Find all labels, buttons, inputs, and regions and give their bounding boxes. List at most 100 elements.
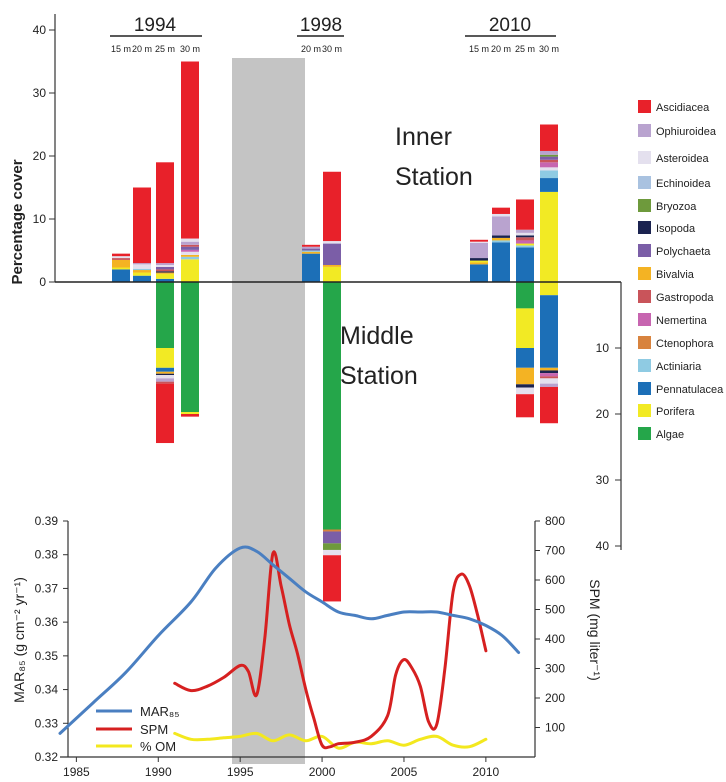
bar-segment-inner-asteroidea — [112, 256, 130, 259]
bar-segment-middle-ascidiacea — [323, 555, 341, 602]
bar-1994-20-m — [133, 187, 151, 282]
depth-label: 25 m — [515, 44, 535, 54]
bar-segment-middle-porifera — [156, 348, 174, 368]
bar-segment-inner-porifera — [323, 266, 341, 282]
bar-segment-inner-ascidiacea — [112, 253, 130, 257]
x-tick-label: 2000 — [309, 765, 336, 779]
bar-segment-inner-isopoda — [156, 271, 174, 273]
bar-segment-middle-ophiuroidea — [540, 383, 558, 387]
bar-segment-middle-ascidiacea — [540, 386, 558, 424]
series-line-mar — [58, 545, 521, 735]
legend-swatch — [638, 151, 651, 164]
legend-item-polychaeta: Polychaeta — [638, 244, 711, 258]
bar-segment-inner-ascidiacea — [540, 124, 558, 151]
middle-y-tick-label: 40 — [596, 539, 610, 553]
bar-segment-inner-bivalvia — [112, 259, 130, 268]
legend-item-pennatulacea: Pennatulacea — [638, 382, 724, 396]
bar-segment-inner-asteroidea — [492, 213, 510, 217]
bar-segment-inner-nemertina — [540, 162, 558, 168]
bar-segment-inner-bivalvia — [470, 262, 488, 265]
depth-label: 20 m — [491, 44, 511, 54]
right-y-axis-label: SPM (mg liter⁻¹) — [587, 579, 603, 681]
bar-segment-inner-actiniaria — [302, 250, 320, 252]
right-y-tick-label: 600 — [545, 573, 565, 587]
depth-label: 30 m — [322, 44, 342, 54]
bar-segment-middle-asteroidea — [156, 375, 174, 379]
shaded-period-band — [232, 58, 305, 764]
bar-segment-middle-asteroidea — [323, 549, 341, 556]
legend-label: Nemertina — [656, 315, 708, 327]
bar-segment-inner-asteroidea — [323, 241, 341, 244]
bar-segment-inner-polychaeta — [323, 243, 341, 265]
line-legend-item-spm: SPM — [96, 722, 168, 737]
bar-segment-inner-actiniaria — [133, 268, 151, 271]
bar-segment-middle-ascidiacea — [516, 394, 534, 418]
x-tick-label: 1985 — [63, 765, 90, 779]
bar-segment-inner-isopoda — [470, 258, 488, 261]
right-y-tick-label: 200 — [545, 691, 565, 705]
legend-item-ctenophora: Ctenophora — [638, 336, 714, 350]
left-y-tick-label: 0.38 — [35, 548, 59, 562]
bar-segment-inner-bivalvia — [156, 272, 174, 274]
bar-segment-inner-ascidiacea — [470, 239, 488, 242]
bar-2010-15-m — [470, 239, 488, 282]
legend-label: Echinoidea — [656, 178, 711, 190]
legend-swatch — [638, 100, 651, 113]
right-y-tick-label: 400 — [545, 632, 565, 646]
bar-segment-inner-pennatulacea — [540, 178, 558, 192]
bar-segment-inner-pennatulacea — [516, 247, 534, 282]
bar-segment-inner-porifera — [133, 272, 151, 276]
legend-item-nemertina: Nemertina — [638, 313, 708, 327]
bar-segment-inner-ophiuroidea — [181, 241, 199, 245]
bar-segment-middle-nemertina — [540, 373, 558, 377]
depth-label: 30 m — [539, 44, 559, 54]
inner-y-tick-label: 10 — [33, 212, 47, 226]
legend-item-bivalvia: Bivalvia — [638, 267, 695, 281]
bar-segment-inner-gastropoda — [181, 244, 199, 247]
bar-segment-middle-bivalvia — [156, 371, 174, 374]
right-y-tick-label: 700 — [545, 544, 565, 558]
line-legend-label: % OM — [140, 739, 176, 754]
line-legend-label: SPM — [140, 722, 168, 737]
bar-segment-inner-polychaeta — [156, 266, 174, 270]
bar-segment-inner-asteroidea — [181, 238, 199, 242]
inner-y-tick-label: 30 — [33, 86, 47, 100]
bar-segment-inner-asteroidea — [133, 264, 151, 269]
legend-label: Porifera — [656, 406, 695, 418]
middle-station-label: Station — [340, 362, 418, 390]
legend-swatch — [638, 313, 651, 326]
bar-segment-middle-bivalvia — [516, 367, 534, 385]
year-header-2010: 2010 — [489, 15, 531, 36]
legend-item-isopoda: Isopoda — [638, 221, 696, 235]
line-legend-label: MAR₈₅ — [140, 704, 180, 719]
bar-segment-middle-isopoda — [516, 384, 534, 388]
bar-segment-middle-pennatulacea — [540, 295, 558, 368]
bar-segment-middle-algae — [323, 282, 341, 530]
middle-y-tick-label: 30 — [596, 473, 610, 487]
legend-swatch — [638, 124, 651, 137]
bar-segment-inner-ascidiacea — [516, 199, 534, 230]
depth-label: 25 m — [155, 44, 175, 54]
bar-segment-inner-asteroidea — [181, 251, 199, 255]
bar-segment-middle-ascidiacea — [181, 414, 199, 417]
legend-label: Asteroidea — [656, 153, 709, 165]
legend-swatch — [638, 267, 651, 280]
bar-segment-inner-porifera — [156, 273, 174, 279]
legend-swatch — [638, 290, 651, 303]
bar-2010-25-m — [516, 199, 534, 418]
right-y-tick-label: 100 — [545, 721, 565, 735]
bar-segment-inner-gastropoda — [112, 258, 130, 260]
bar-segment-inner-gastropoda — [156, 269, 174, 272]
right-y-tick-label: 500 — [545, 603, 565, 617]
bar-segment-inner-ophiuroidea — [302, 246, 320, 249]
bar-1994-15-m — [112, 253, 130, 282]
bar-segment-inner-bivalvia — [323, 264, 341, 267]
legend-swatch — [638, 244, 651, 257]
bar-segment-inner-porifera — [470, 260, 488, 263]
bar-segment-inner-ophiuroidea — [470, 242, 488, 259]
bar-segment-middle-isopoda — [156, 373, 174, 376]
inner-y-tick-label: 20 — [33, 149, 47, 163]
legend-swatch — [638, 336, 651, 349]
bar-1994-25-m — [156, 162, 174, 444]
left-y-tick-label: 0.34 — [35, 683, 59, 697]
